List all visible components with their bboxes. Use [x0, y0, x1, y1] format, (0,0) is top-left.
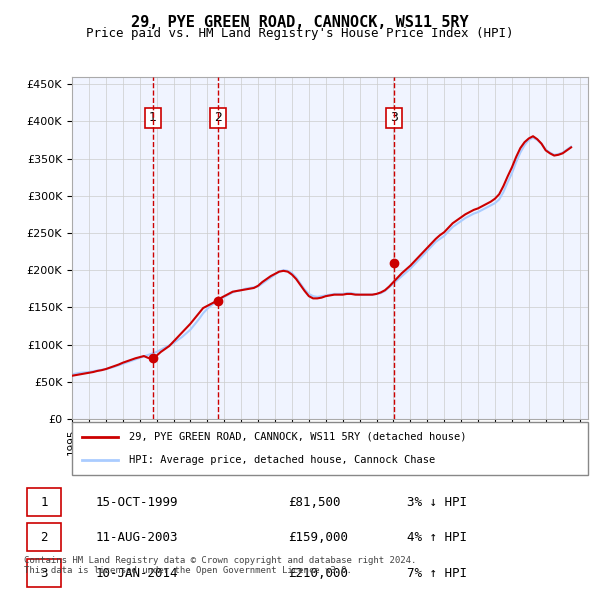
- Text: 11-AUG-2003: 11-AUG-2003: [95, 530, 178, 543]
- Text: 1: 1: [41, 496, 48, 509]
- Text: 3% ↓ HPI: 3% ↓ HPI: [407, 496, 467, 509]
- Text: 2: 2: [214, 112, 222, 124]
- Text: £81,500: £81,500: [288, 496, 340, 509]
- Text: 2: 2: [41, 530, 48, 543]
- FancyBboxPatch shape: [72, 422, 588, 475]
- Text: 3: 3: [41, 567, 48, 580]
- Text: Contains HM Land Registry data © Crown copyright and database right 2024.
This d: Contains HM Land Registry data © Crown c…: [24, 556, 416, 575]
- Text: £159,000: £159,000: [288, 530, 348, 543]
- FancyBboxPatch shape: [27, 559, 61, 587]
- Text: Price paid vs. HM Land Registry's House Price Index (HPI): Price paid vs. HM Land Registry's House …: [86, 27, 514, 40]
- Text: 3: 3: [390, 112, 398, 124]
- Text: 15-OCT-1999: 15-OCT-1999: [95, 496, 178, 509]
- Text: 7% ↑ HPI: 7% ↑ HPI: [407, 567, 467, 580]
- Text: HPI: Average price, detached house, Cannock Chase: HPI: Average price, detached house, Cann…: [129, 455, 435, 465]
- Text: 29, PYE GREEN ROAD, CANNOCK, WS11 5RY (detached house): 29, PYE GREEN ROAD, CANNOCK, WS11 5RY (d…: [129, 432, 466, 442]
- Text: 10-JAN-2014: 10-JAN-2014: [95, 567, 178, 580]
- FancyBboxPatch shape: [27, 489, 61, 516]
- FancyBboxPatch shape: [27, 523, 61, 551]
- Text: 1: 1: [149, 112, 157, 124]
- Text: £210,000: £210,000: [288, 567, 348, 580]
- Text: 4% ↑ HPI: 4% ↑ HPI: [407, 530, 467, 543]
- Text: 29, PYE GREEN ROAD, CANNOCK, WS11 5RY: 29, PYE GREEN ROAD, CANNOCK, WS11 5RY: [131, 15, 469, 30]
